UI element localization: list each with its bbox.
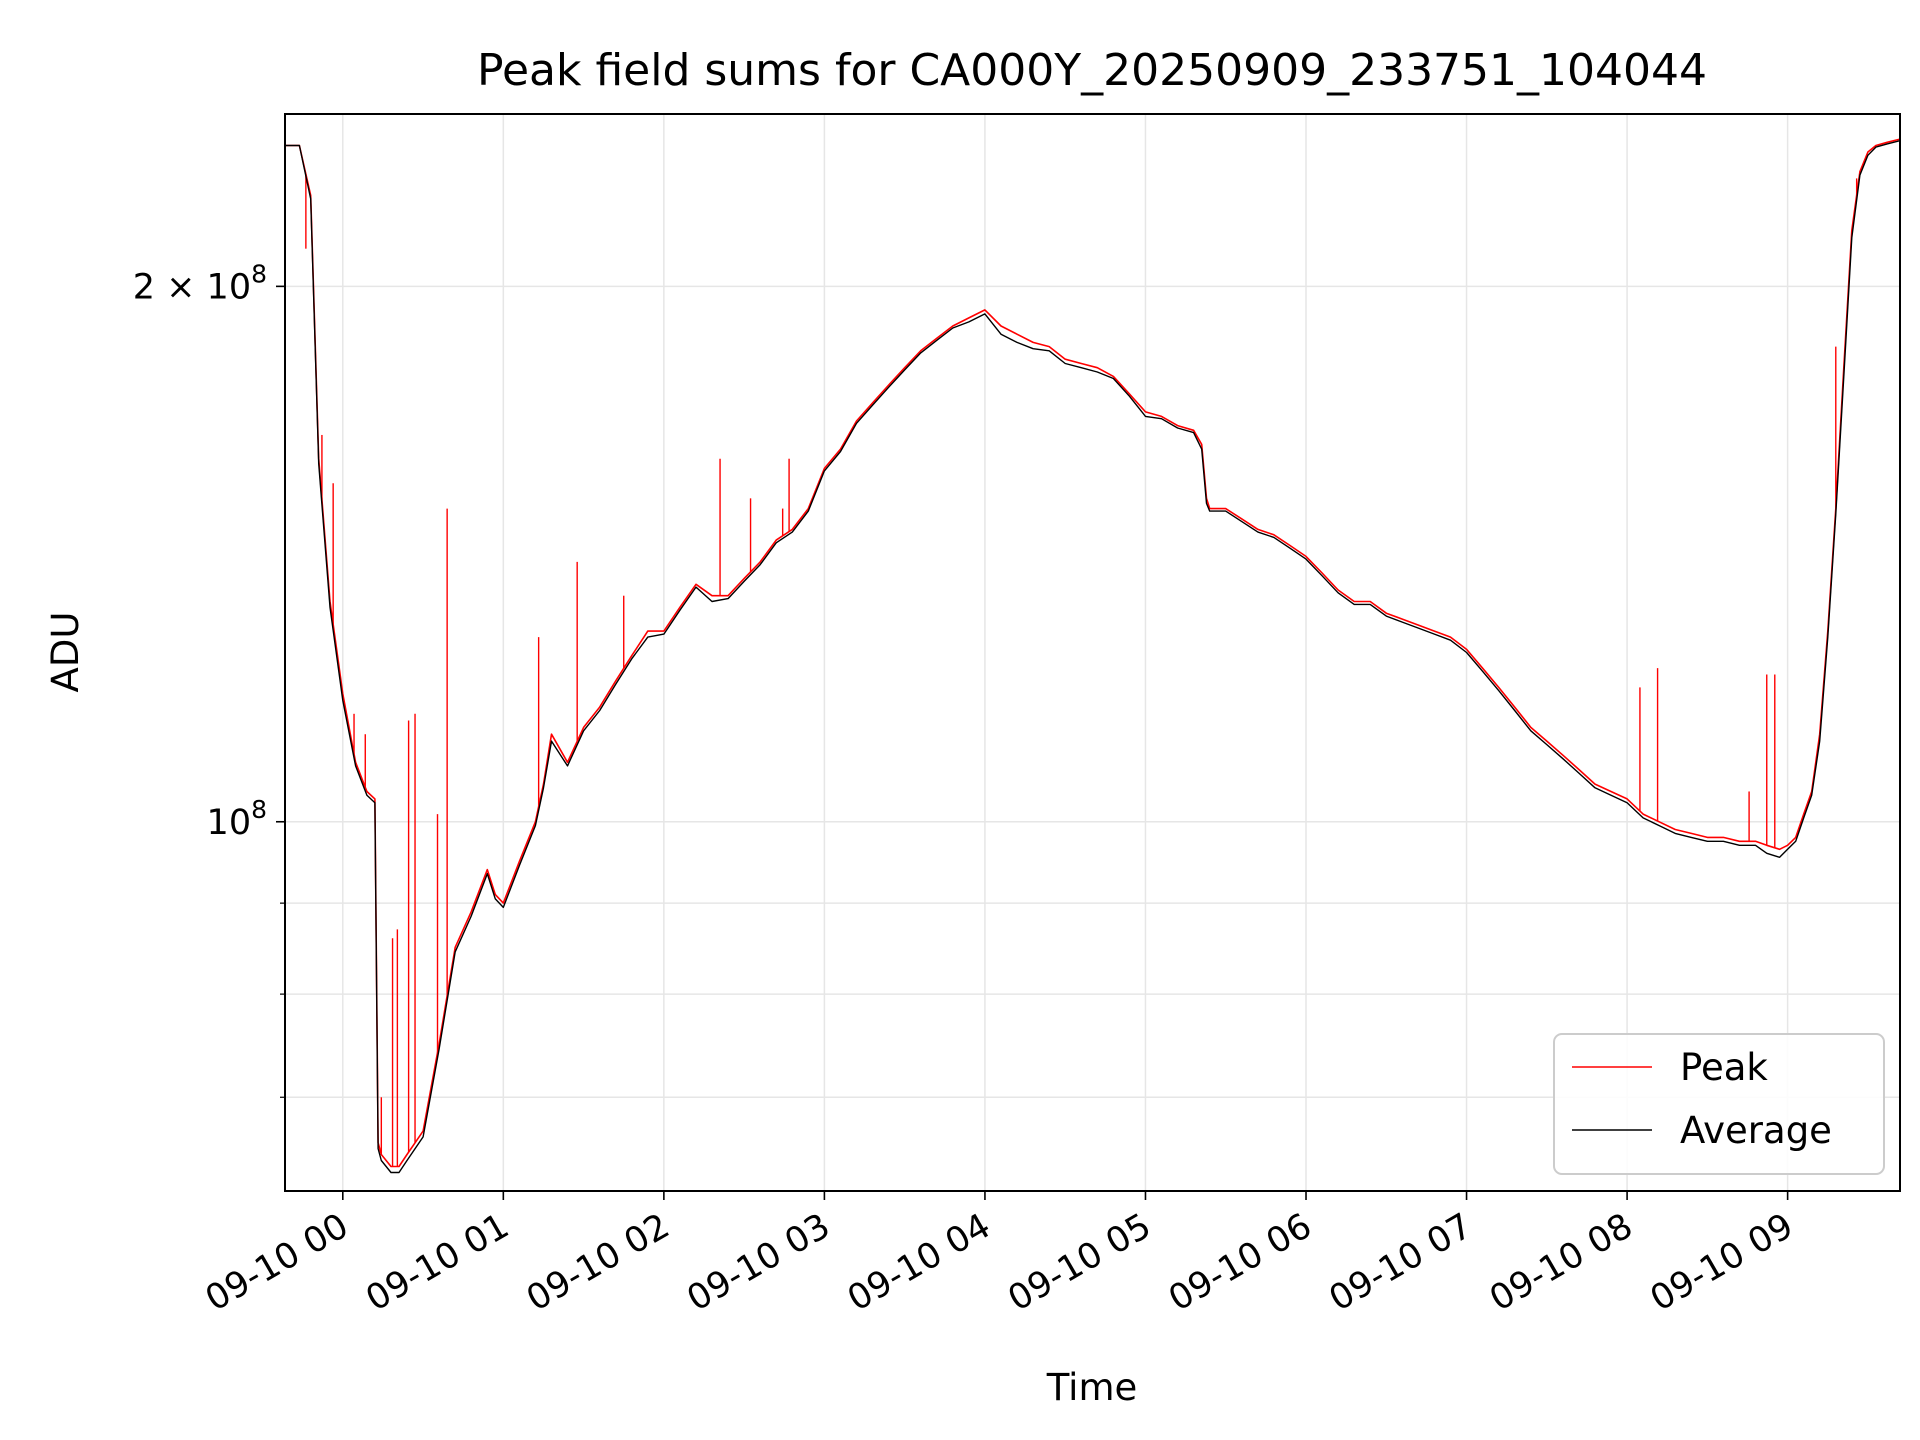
series-layer <box>285 138 1900 1174</box>
legend-label-average: Average <box>1680 1109 1832 1152</box>
plot-frame <box>284 113 1901 1192</box>
y-axis-label: ADU <box>44 612 87 693</box>
legend-box <box>1553 1033 1885 1175</box>
chart-title: Peak field sums for CA000Y_20250909_2337… <box>477 45 1707 96</box>
series-line-average <box>285 140 1900 1174</box>
plot-series-group <box>285 138 1900 1174</box>
y-tick-label: 2 × 108 <box>133 259 267 307</box>
legend: Peak Average <box>1553 1033 1885 1175</box>
y-tick-label: 108 <box>207 795 267 843</box>
series-line-peak <box>285 138 1900 1168</box>
x-axis-label: Time <box>1046 1366 1138 1409</box>
legend-label-peak: Peak <box>1680 1046 1768 1089</box>
y-axis: 2 × 108 108 <box>133 259 285 1098</box>
